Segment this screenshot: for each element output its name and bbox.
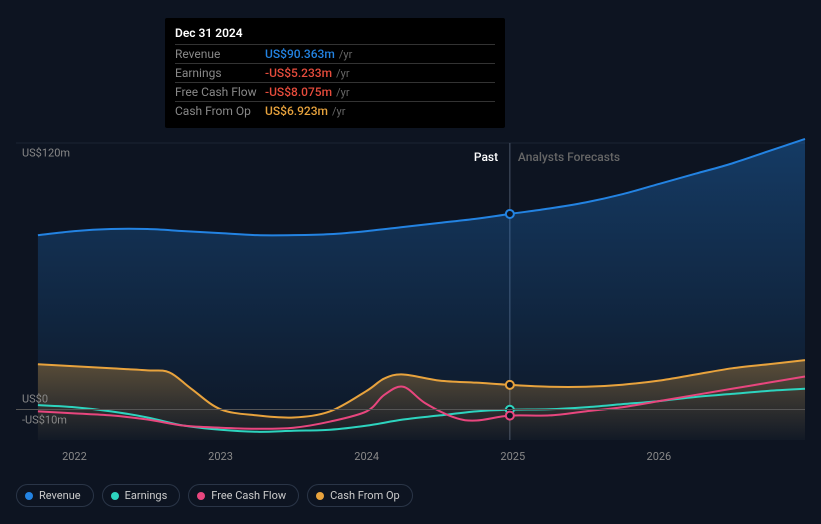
marker-cash-from-op[interactable]: [506, 381, 514, 389]
legend-label: Free Cash Flow: [211, 489, 286, 502]
legend-label: Earnings: [125, 489, 168, 502]
legend-item-earnings[interactable]: Earnings: [102, 484, 181, 507]
forecast-region-label: Analysts Forecasts: [518, 150, 620, 164]
y-axis-label: US$120m: [22, 147, 70, 160]
tooltip-unit: /yr: [336, 86, 349, 99]
chart-plot-area[interactable]: [16, 143, 805, 440]
tooltip-unit: /yr: [332, 105, 345, 118]
tooltip-metric-label: Earnings: [175, 66, 265, 80]
marker-free-cash-flow[interactable]: [506, 412, 514, 420]
tooltip-date: Dec 31 2024: [175, 24, 495, 44]
legend-dot-icon: [25, 492, 33, 500]
tooltip-unit: /yr: [336, 67, 349, 80]
legend-dot-icon: [111, 492, 119, 500]
legend-item-cash-from-op[interactable]: Cash From Op: [307, 484, 413, 507]
x-axis: 2022 2023 2024 2025 2026: [16, 450, 805, 470]
tooltip-metric-value: -US$8.075m: [265, 85, 332, 99]
tooltip-row: RevenueUS$90.363m/yr: [175, 44, 495, 63]
x-axis-tick: 2023: [208, 450, 233, 463]
tooltip-metric-value: -US$5.233m: [265, 66, 332, 80]
tooltip-unit: /yr: [339, 48, 352, 61]
x-axis-tick: 2022: [62, 450, 87, 463]
tooltip-metric-label: Cash From Op: [175, 104, 265, 118]
y-axis-label: -US$10m: [22, 413, 67, 426]
legend-label: Cash From Op: [330, 489, 400, 502]
financials-chart: Dec 31 2024 RevenueUS$90.363m/yrEarnings…: [0, 0, 821, 524]
y-axis-label: US$0: [22, 393, 48, 406]
x-axis-tick: 2024: [354, 450, 379, 463]
tooltip-row: Free Cash Flow-US$8.075m/yr: [175, 82, 495, 101]
legend: Revenue Earnings Free Cash Flow Cash From O…: [16, 484, 413, 507]
x-axis-tick: 2026: [647, 450, 672, 463]
hover-tooltip: Dec 31 2024 RevenueUS$90.363m/yrEarnings…: [165, 18, 505, 128]
legend-dot-icon: [197, 492, 205, 500]
tooltip-metric-label: Revenue: [175, 47, 265, 61]
marker-revenue[interactable]: [506, 210, 514, 218]
past-region-label: Past: [474, 150, 498, 164]
tooltip-row: Cash From OpUS$6.923m/yr: [175, 101, 495, 120]
tooltip-row: Earnings-US$5.233m/yr: [175, 63, 495, 82]
tooltip-metric-value: US$6.923m: [265, 104, 328, 118]
legend-label: Revenue: [39, 489, 81, 502]
legend-dot-icon: [316, 492, 324, 500]
legend-item-revenue[interactable]: Revenue: [16, 484, 94, 507]
legend-item-free-cash-flow[interactable]: Free Cash Flow: [188, 484, 299, 507]
zero-baseline: [16, 409, 805, 410]
tooltip-metric-value: US$90.363m: [265, 47, 335, 61]
x-axis-tick: 2025: [500, 450, 525, 463]
tooltip-metric-label: Free Cash Flow: [175, 85, 265, 99]
